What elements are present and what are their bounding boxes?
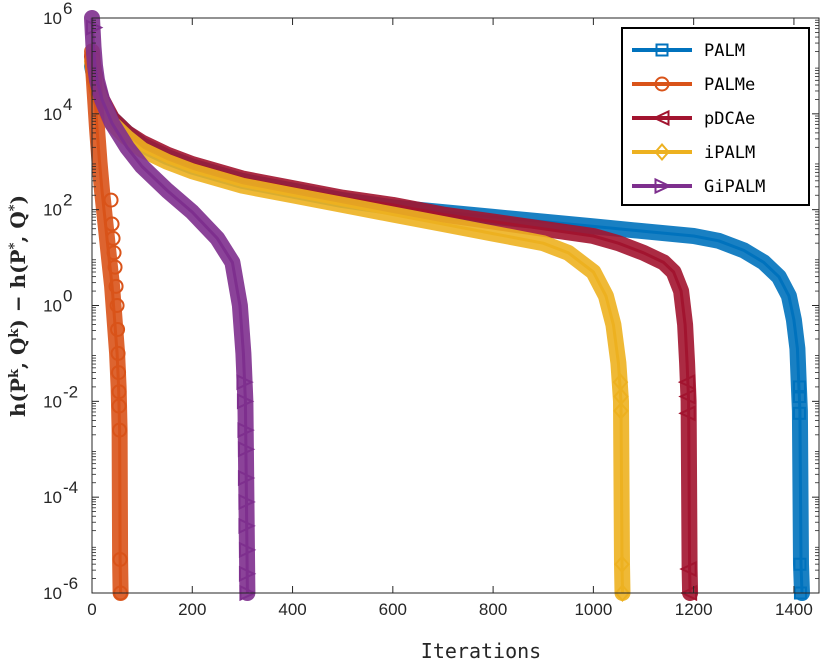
y-title-part: h(P bbox=[6, 378, 30, 417]
series-marker bbox=[792, 380, 806, 394]
series-layer bbox=[84, 10, 810, 603]
y-tick-exponent: 4 bbox=[63, 95, 72, 114]
plot-box bbox=[91, 17, 820, 594]
y-title-superscript: k bbox=[7, 328, 22, 338]
series-marker bbox=[614, 583, 631, 603]
y-title-superscript: * bbox=[7, 204, 22, 211]
y-tick-exponent: 2 bbox=[63, 191, 72, 210]
y-tick-label: 10 bbox=[43, 201, 62, 220]
y-tick-label: 10 bbox=[43, 9, 62, 28]
series-marker bbox=[110, 345, 126, 361]
x-tick-label: 200 bbox=[178, 600, 206, 619]
x-tick-label: 1400 bbox=[775, 600, 813, 619]
series-marker bbox=[238, 493, 256, 511]
legend-swatch-marker bbox=[652, 109, 670, 127]
y-tick-exponent: 0 bbox=[63, 287, 72, 306]
legend-label: PALM bbox=[704, 41, 745, 61]
legend-swatch-marker bbox=[654, 76, 670, 92]
y-tick-exponent: 6 bbox=[63, 0, 72, 18]
series-marker bbox=[792, 406, 806, 420]
series-marker bbox=[105, 230, 121, 246]
legend-label: PALMe bbox=[704, 75, 755, 95]
y-tick-label: 10 bbox=[43, 105, 62, 124]
series-marker bbox=[111, 384, 127, 400]
legend-label: iPALM bbox=[704, 143, 755, 163]
series-marker bbox=[238, 541, 257, 558]
series-marker bbox=[792, 390, 806, 404]
series-marker bbox=[237, 469, 256, 487]
series-marker bbox=[108, 278, 124, 294]
y-tick-label: 10 bbox=[43, 584, 62, 603]
legend-swatch-marker bbox=[655, 43, 669, 57]
x-tick-label: 1000 bbox=[574, 600, 612, 619]
series-marker bbox=[614, 555, 630, 574]
series-marker bbox=[793, 557, 807, 571]
legend-label: pDCAe bbox=[704, 109, 755, 129]
x-tick-label: 600 bbox=[379, 600, 407, 619]
y-tick-exponent: -6 bbox=[63, 574, 78, 593]
x-axis-title: Iterations bbox=[421, 639, 541, 659]
series-marker bbox=[86, 19, 104, 36]
series-marker bbox=[112, 551, 128, 567]
series-marker bbox=[236, 393, 255, 410]
x-tick-label: 800 bbox=[479, 600, 507, 619]
series-marker bbox=[678, 405, 696, 422]
y-title-part: , Q bbox=[6, 211, 30, 242]
legend-swatch-marker bbox=[654, 142, 670, 162]
x-tick-label: 1200 bbox=[675, 600, 713, 619]
series-marker bbox=[679, 560, 697, 578]
y-tick-exponent: -4 bbox=[63, 478, 78, 497]
legend: PALM PALMe pDCAe iPALM GiPALM bbox=[621, 27, 810, 206]
series-marker bbox=[237, 441, 256, 458]
y-title-part: ) − h(P bbox=[6, 249, 30, 328]
series-marker bbox=[678, 388, 696, 405]
series-marker bbox=[103, 192, 119, 208]
y-title-part: , Q bbox=[6, 338, 30, 369]
y-title-part: ) bbox=[6, 195, 30, 204]
series-marker bbox=[236, 374, 254, 391]
series-marker bbox=[237, 422, 255, 439]
axes-layer: 0 200 400 600 800 1000 1200 140010-610-410-2100… bbox=[43, 0, 819, 619]
legend-label: GiPALM bbox=[704, 177, 765, 197]
series-marker bbox=[104, 216, 120, 232]
series-marker bbox=[109, 298, 125, 313]
y-tick-exponent: -2 bbox=[63, 382, 78, 401]
series-marker bbox=[107, 259, 123, 275]
legend-swatch-marker bbox=[654, 177, 672, 195]
series-marker bbox=[110, 321, 126, 337]
series-marker bbox=[112, 422, 128, 438]
series-marker bbox=[677, 374, 696, 391]
y-axis-title: h(Pk, Qk) − h(P*, Q*) bbox=[6, 195, 30, 417]
series-marker bbox=[613, 401, 629, 420]
y-tick-label: 10 bbox=[43, 488, 62, 507]
series-marker bbox=[106, 245, 122, 261]
x-tick-label: 0 bbox=[87, 600, 96, 619]
y-title-superscript: * bbox=[7, 242, 22, 249]
series-marker bbox=[111, 365, 127, 381]
y-tick-label: 10 bbox=[43, 297, 62, 316]
series-marker bbox=[238, 517, 256, 534]
series-marker bbox=[111, 398, 127, 414]
series-marker bbox=[238, 565, 257, 582]
x-tick-label: 400 bbox=[278, 600, 306, 619]
y-tick-label: 10 bbox=[43, 392, 62, 411]
y-title-superscript: k bbox=[7, 368, 22, 378]
